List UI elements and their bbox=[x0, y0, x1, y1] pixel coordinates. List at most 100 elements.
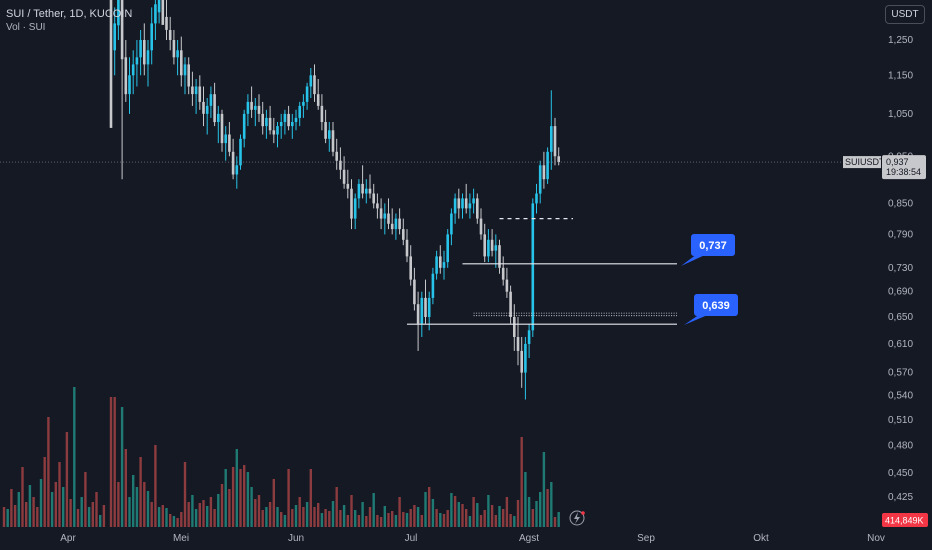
volume-bar bbox=[217, 494, 220, 527]
y-tick-label: 0,690 bbox=[888, 287, 913, 298]
candle bbox=[242, 109, 246, 148]
volume-bar bbox=[224, 469, 227, 527]
x-tick-label: Mei bbox=[173, 533, 189, 544]
volume-bar bbox=[176, 518, 179, 527]
candle bbox=[316, 79, 320, 110]
candle bbox=[457, 188, 461, 219]
candle bbox=[546, 147, 549, 184]
y-tick-label: 0,510 bbox=[888, 415, 913, 426]
volume-bar bbox=[213, 509, 216, 527]
volume-bar bbox=[313, 507, 316, 527]
symbol-tag-label: SUIUSDT bbox=[845, 157, 885, 167]
volume-bar bbox=[69, 499, 72, 527]
volume-bar bbox=[220, 484, 224, 527]
volume-bar bbox=[361, 502, 364, 527]
candle bbox=[161, 0, 165, 25]
x-tick-label: Nov bbox=[867, 533, 885, 544]
candle bbox=[276, 122, 279, 148]
candle bbox=[453, 193, 457, 224]
candle bbox=[109, 0, 113, 128]
volume-bar bbox=[553, 517, 557, 527]
price-callout[interactable]: 0,737 bbox=[681, 234, 735, 266]
candle bbox=[261, 101, 264, 135]
candle bbox=[279, 113, 283, 139]
volume-bar bbox=[309, 469, 312, 527]
x-tick-label: Agst bbox=[519, 533, 539, 544]
y-tick-label: 0,425 bbox=[888, 492, 913, 503]
volume-bar bbox=[387, 513, 390, 527]
candle bbox=[390, 208, 394, 235]
volume-bar bbox=[339, 510, 342, 527]
volume-bar bbox=[539, 492, 542, 527]
volume-bar bbox=[520, 437, 523, 527]
candle bbox=[542, 151, 546, 189]
volume-bar bbox=[165, 508, 168, 527]
volume-bar bbox=[17, 492, 20, 527]
candle bbox=[265, 109, 268, 139]
candle bbox=[180, 36, 183, 87]
candle bbox=[387, 198, 390, 230]
volume-bar bbox=[157, 507, 161, 527]
candle bbox=[202, 86, 205, 127]
x-tick-label: Jun bbox=[288, 533, 304, 544]
volume-bar bbox=[120, 407, 124, 527]
chart-title: SUI / Tether, 1D, KUCOIN bbox=[6, 8, 133, 20]
y-tick-label: 0,450 bbox=[888, 468, 913, 479]
volume-bar bbox=[54, 482, 57, 527]
volume-bar bbox=[191, 495, 194, 527]
volume-bar bbox=[516, 500, 520, 527]
lightning-icon[interactable] bbox=[569, 510, 585, 526]
volume-bar bbox=[280, 512, 283, 527]
candle bbox=[409, 245, 412, 286]
volume-bar bbox=[228, 489, 231, 527]
candle bbox=[220, 109, 224, 152]
candle bbox=[294, 109, 298, 131]
y-tick-label: 0,480 bbox=[888, 440, 913, 451]
currency-unit-button[interactable]: USDT bbox=[885, 5, 925, 24]
volume-bar bbox=[546, 489, 549, 527]
candle bbox=[531, 198, 535, 337]
candle bbox=[205, 98, 209, 135]
volume-bar bbox=[335, 487, 338, 527]
volume-indicator-label[interactable]: Vol · SUI bbox=[6, 22, 46, 33]
candle bbox=[468, 193, 472, 219]
volume-bar bbox=[58, 462, 61, 527]
candle bbox=[501, 256, 505, 286]
volume-bar bbox=[161, 505, 164, 527]
volume-bar bbox=[254, 499, 257, 527]
candle bbox=[298, 101, 301, 127]
candle bbox=[420, 291, 424, 337]
volume-bar bbox=[246, 472, 250, 527]
volume-bar bbox=[465, 509, 468, 527]
price-callout[interactable]: 0,639 bbox=[684, 294, 738, 325]
volume-bar bbox=[505, 497, 509, 527]
volume-bar bbox=[250, 487, 253, 527]
volume-bar bbox=[431, 499, 435, 527]
symbol-tag: SUIUSDT bbox=[843, 156, 885, 169]
candle bbox=[335, 138, 338, 170]
candle bbox=[535, 183, 538, 214]
candle bbox=[350, 179, 353, 230]
candle bbox=[124, 40, 128, 102]
candle bbox=[209, 86, 213, 118]
candle bbox=[550, 90, 553, 170]
volume-bar bbox=[379, 517, 383, 527]
price-axis[interactable]: 1,2501,1501,0500,9500,8500,7900,7300,690… bbox=[888, 35, 913, 503]
candle bbox=[291, 113, 294, 139]
volume-bar bbox=[73, 387, 76, 527]
candle bbox=[168, 16, 172, 51]
y-tick-label: 0,570 bbox=[888, 368, 913, 379]
candle bbox=[198, 75, 202, 110]
candle bbox=[353, 193, 357, 230]
volume-bar bbox=[272, 479, 275, 527]
time-axis[interactable]: Apr Mei Jun Jul Agst Sep Okt Nov bbox=[60, 533, 885, 544]
candle bbox=[383, 203, 387, 235]
volume-bar bbox=[291, 509, 294, 527]
volume-bar bbox=[209, 497, 213, 527]
candle bbox=[487, 229, 490, 263]
candle bbox=[183, 57, 187, 95]
candle bbox=[131, 50, 135, 95]
